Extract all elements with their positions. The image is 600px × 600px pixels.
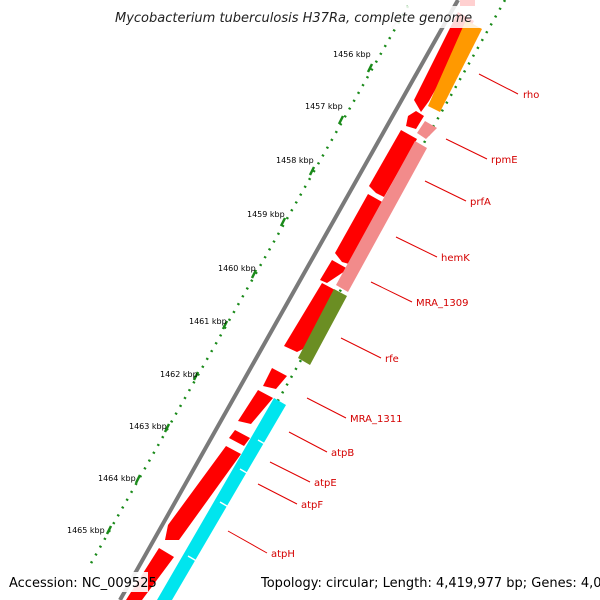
leader-hemK <box>395 236 438 258</box>
kbp-labels: 1456 kbp 1457 kbp 1458 kbp 1459 kbp 1460… <box>67 50 371 535</box>
map-title: Mycobacterium tuberculosis H37Ra, comple… <box>115 11 472 26</box>
forward-gene-arrow[interactable] <box>335 194 384 264</box>
summary-text: Topology: circular; Length: 4,419,977 bp… <box>260 576 600 591</box>
gene-leaders <box>227 73 519 554</box>
kbp-label: 1463 kbp <box>129 422 167 431</box>
kbp-tick <box>163 423 171 433</box>
forward-gene-arrow[interactable] <box>263 368 287 389</box>
forward-gene-arrow[interactable] <box>238 390 273 424</box>
forward-gene-arrow[interactable] <box>165 446 241 540</box>
kbp-tick <box>192 371 200 381</box>
kbp-tick <box>308 166 316 176</box>
kbp-label: 1457 kbp <box>305 102 343 111</box>
gene-label[interactable]: atpH <box>271 549 295 560</box>
cds-atp-operon[interactable] <box>157 398 286 600</box>
leader-atpH <box>227 530 268 554</box>
cds-divider <box>239 468 253 477</box>
kbp-tick <box>221 320 229 330</box>
forward-gene-arrow[interactable] <box>229 430 250 446</box>
title-backing <box>108 6 486 28</box>
gene-label[interactable]: hemK <box>441 253 470 264</box>
leader-prfA <box>424 180 467 202</box>
gene-label[interactable]: rfe <box>385 354 399 365</box>
leader-rfe <box>340 337 382 359</box>
kbp-label: 1460 kbp <box>218 264 256 273</box>
leader-MRA_1311 <box>306 397 347 419</box>
cds-rfe[interactable] <box>298 289 347 365</box>
summary-backing <box>256 572 596 592</box>
leader-MRA_1309 <box>370 281 413 303</box>
cds-divider <box>187 555 201 564</box>
kbp-tick <box>366 63 374 73</box>
forward-gene-track <box>126 12 474 600</box>
kbp-label: 1458 kbp <box>276 156 314 165</box>
gene-label[interactable]: rho <box>523 90 539 101</box>
kbp-tick-marks <box>105 63 374 535</box>
cds-rho[interactable] <box>428 20 482 112</box>
gene-label[interactable]: atpF <box>301 500 323 511</box>
leader-atpE <box>269 461 311 483</box>
cds-divider <box>219 501 233 510</box>
gene-labels: rho rpmE prfA hemK MRA_1309 rfe MRA_1311… <box>271 90 539 560</box>
cds-rpmE[interactable] <box>417 121 437 139</box>
backbone-arc <box>118 0 460 600</box>
kbp-label: 1461 kbp <box>189 317 227 326</box>
kbp-tick <box>105 525 113 535</box>
gene-label[interactable]: prfA <box>470 197 491 208</box>
cds-divider <box>257 439 271 448</box>
kbp-tick <box>337 115 345 125</box>
forward-gene-arrow[interactable] <box>406 111 424 129</box>
gene-label[interactable]: atpE <box>314 478 337 489</box>
accession-backing <box>4 572 148 592</box>
leader-atpF <box>257 483 298 505</box>
forward-gene-arrow[interactable] <box>369 130 417 197</box>
gene-label[interactable]: MRA_1311 <box>350 414 402 425</box>
leader-rho <box>478 73 519 95</box>
gene-label[interactable]: atpB <box>331 448 354 459</box>
kbp-tick <box>279 217 287 227</box>
cds-track <box>157 20 482 600</box>
forward-gene-arrow[interactable] <box>284 283 337 352</box>
accession-text: Accession: NC_009525 <box>9 576 157 591</box>
kbp-label: 1456 kbp <box>333 50 371 59</box>
leader-atpB <box>288 431 328 453</box>
kbp-tick <box>134 474 142 484</box>
kbp-label: 1465 kbp <box>67 526 105 535</box>
gene-label[interactable]: rpmE <box>491 155 518 166</box>
kbp-label: 1464 kbp <box>98 474 136 483</box>
kbp-label: 1462 kbp <box>160 370 198 379</box>
cds-prfA-hemK[interactable] <box>336 141 427 292</box>
kbp-tick <box>250 269 258 279</box>
leader-rpmE <box>445 138 488 160</box>
gene-label[interactable]: MRA_1309 <box>416 298 468 309</box>
forward-gene-arrow[interactable] <box>320 260 348 283</box>
kbp-label: 1459 kbp <box>247 210 285 219</box>
